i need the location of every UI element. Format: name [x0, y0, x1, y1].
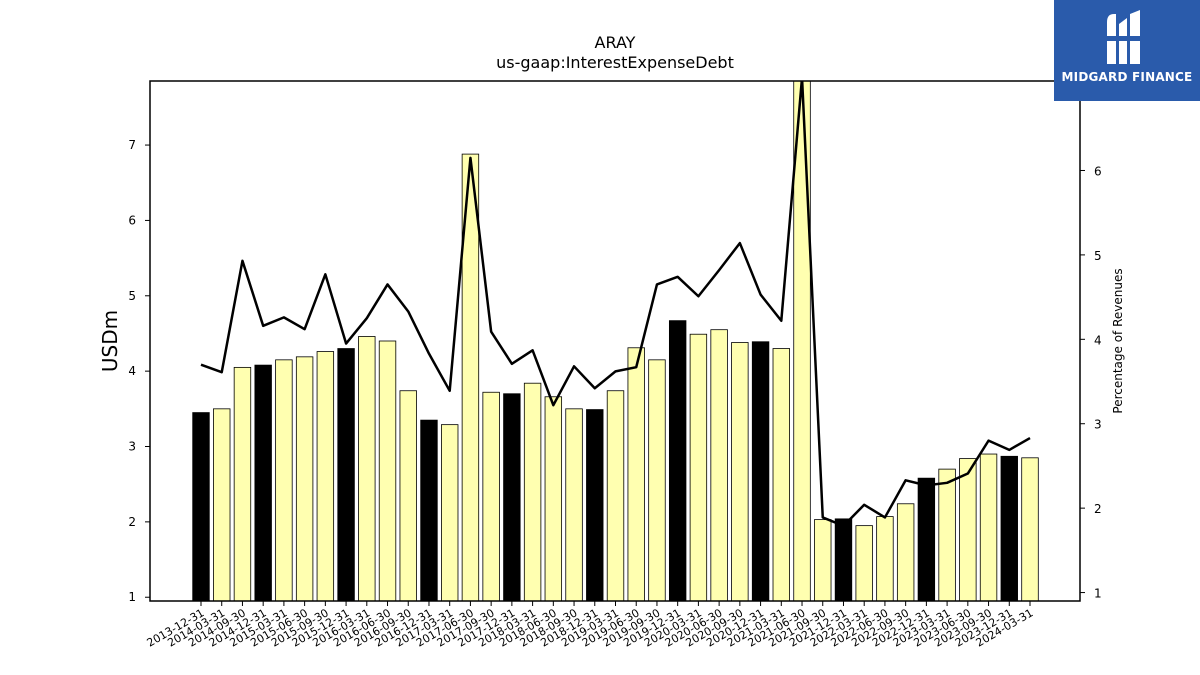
y-right-tick-label: 3	[1094, 418, 1102, 432]
y-left-tick-label: 1	[128, 590, 136, 604]
y-left-tick-label: 2	[128, 515, 136, 529]
bar	[979, 453, 998, 601]
bar	[295, 356, 314, 601]
y-left-tick-label: 7	[128, 138, 136, 152]
bar	[420, 419, 438, 601]
y-left-tick-label: 6	[128, 213, 136, 227]
bar	[855, 525, 873, 601]
y-axis-left: 1 2 3 4 5 6 7	[128, 138, 150, 604]
logo-text: MIDGARD FINANCE	[1061, 70, 1193, 84]
bar	[751, 341, 770, 601]
bar	[959, 458, 977, 601]
chart-title: ARAY	[595, 33, 636, 52]
bar	[648, 359, 666, 601]
bar	[378, 340, 397, 601]
y-right-tick-label: 1	[1094, 587, 1102, 601]
bar	[399, 390, 417, 601]
bar	[938, 468, 956, 601]
bar	[565, 408, 583, 601]
bar	[772, 348, 790, 601]
bar-series	[192, 81, 1039, 601]
y-right-tick-label: 4	[1094, 333, 1102, 347]
bar	[523, 382, 542, 601]
bar	[192, 412, 210, 601]
bar	[689, 333, 708, 601]
bar	[461, 153, 480, 601]
bar	[1000, 455, 1018, 601]
x-axis: 2013-12-312014-03-312014-09-302014-12-31…	[145, 601, 1036, 650]
logo-mark-icon	[1105, 10, 1145, 64]
y-axis-right-label: Percentage of Revenues	[1111, 268, 1125, 413]
bar	[814, 519, 832, 601]
bar	[482, 391, 500, 601]
bar	[731, 342, 749, 601]
y-right-tick-label: 6	[1094, 164, 1102, 178]
bar	[337, 348, 355, 601]
y-right-tick-label: 2	[1094, 502, 1102, 516]
bar	[544, 396, 563, 601]
bar	[233, 366, 252, 601]
bar	[586, 409, 604, 601]
bar	[834, 518, 853, 601]
bar	[668, 320, 687, 601]
bar	[503, 393, 521, 601]
bar	[316, 351, 335, 601]
bar	[627, 347, 645, 601]
bar	[358, 336, 376, 601]
y-left-tick-label: 4	[128, 364, 136, 378]
bar	[917, 477, 936, 601]
y-left-tick-label: 5	[128, 289, 136, 303]
bar	[213, 408, 231, 601]
bar	[254, 364, 272, 601]
bar	[275, 359, 293, 601]
y-axis-right: 1 2 3 4 5 6	[1080, 164, 1102, 601]
y-axis-left-label: USDm	[98, 310, 122, 372]
y-left-tick-label: 3	[128, 440, 136, 454]
chart-subtitle: us-gaap:InterestExpenseDebt	[496, 53, 734, 72]
bar	[710, 329, 728, 601]
revenue-percentage-line	[200, 81, 1031, 528]
brand-logo: MIDGARD FINANCE	[1054, 0, 1200, 101]
bar	[606, 390, 625, 601]
bar	[896, 503, 915, 601]
bar	[876, 516, 894, 601]
y-right-tick-label: 5	[1094, 249, 1102, 263]
bar	[1021, 457, 1039, 601]
bar	[793, 81, 811, 601]
bar	[441, 424, 459, 601]
line-series	[200, 81, 1031, 528]
